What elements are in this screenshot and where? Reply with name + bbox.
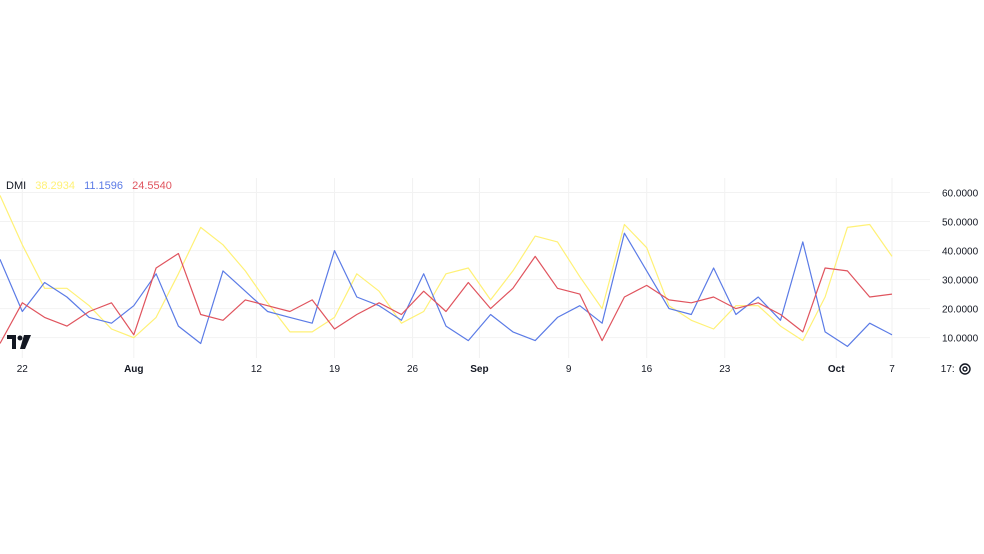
adx-value: 38.2934: [35, 180, 75, 192]
x-tick-label: Sep: [470, 364, 488, 375]
y-tick-label: 50.0000: [942, 218, 979, 229]
series-line-2: [0, 252, 893, 344]
x-tick-label: 19: [329, 364, 341, 375]
x-tick-label: 9: [566, 364, 572, 375]
series-line-1: [0, 232, 893, 347]
x-tick-label: 22: [17, 364, 29, 375]
settings-gear-icon[interactable]: [958, 362, 972, 381]
x-tick-label: 17:: [941, 364, 955, 375]
x-tick-label: 12: [251, 364, 263, 375]
x-tick-label: 16: [641, 364, 653, 375]
y-tick-label: 20.0000: [942, 305, 979, 316]
y-tick-label: 60.0000: [942, 189, 979, 200]
tradingview-logo[interactable]: [7, 335, 31, 354]
x-tick-label: 23: [719, 364, 731, 375]
x-tick-label: 7: [889, 364, 895, 375]
series-line-0: [0, 195, 893, 342]
indicator-legend: DMI 38.2934 11.1596 24.5540: [6, 180, 178, 192]
x-tick-label: Oct: [828, 364, 845, 375]
y-tick-label: 10.0000: [942, 334, 979, 345]
indicator-name: DMI: [6, 180, 27, 192]
x-tick-label: Aug: [124, 364, 143, 375]
y-tick-label: 40.0000: [942, 247, 979, 258]
x-tick-label: 26: [407, 364, 419, 375]
plus-di-value: 11.1596: [84, 180, 124, 192]
y-tick-label: 30.0000: [942, 276, 979, 287]
minus-di-value: 24.5540: [132, 180, 172, 192]
